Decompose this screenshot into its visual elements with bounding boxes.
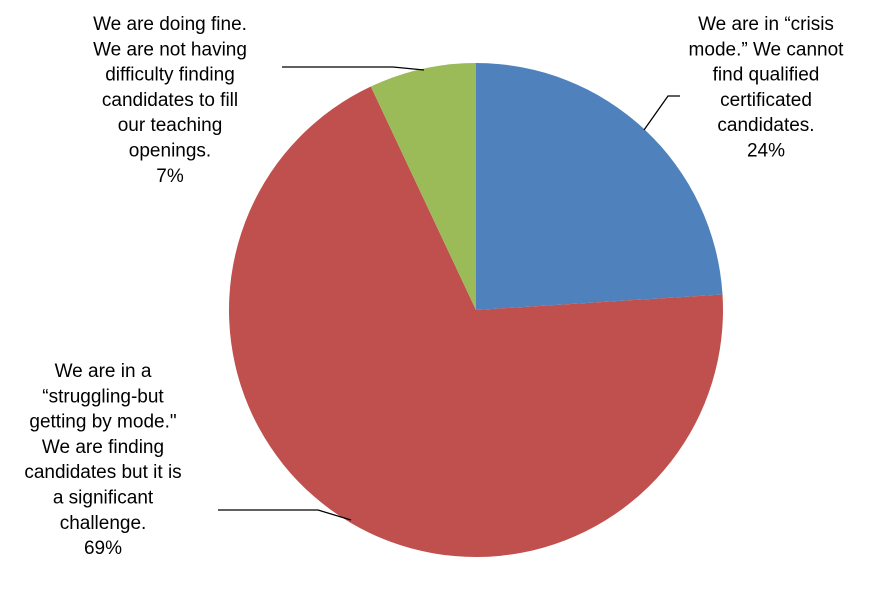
pie-slice-1 <box>476 63 723 310</box>
slice-label-line: mode.” We cannot <box>689 39 845 60</box>
slice-label-line: We are doing fine. <box>93 14 247 35</box>
pie-slices <box>228 63 723 558</box>
slice-label-text-3: We are doing fine. We are not having diffi… <box>93 14 247 187</box>
slice-label-line: We are not having <box>93 39 247 60</box>
slice-label-text-1: We are in “crisis mode.” We cannot find qu… <box>689 14 845 162</box>
leader-line-2 <box>218 509 352 521</box>
slice-label-2: We are in a “struggling-but getting by mod… <box>24 361 352 559</box>
slice-value-label: 69% <box>84 538 122 559</box>
slice-label-3: We are doing fine. We are not having diffi… <box>93 14 425 187</box>
slice-label-line: a significant <box>53 488 154 509</box>
slice-label-text-2: We are in a “struggling-but getting by mod… <box>24 361 181 559</box>
slice-label-line: candidates. <box>717 115 814 136</box>
slice-label-line: We are finding <box>42 437 164 458</box>
slice-label-line: find qualified <box>713 65 820 86</box>
slice-value-label: 7% <box>156 166 184 187</box>
leader-line-3 <box>282 66 425 71</box>
slice-label-line: candidates but it is <box>24 462 181 483</box>
slice-label-line: candidates to fill <box>102 90 238 111</box>
slice-label-1: We are in “crisis mode.” We cannot find qu… <box>643 14 845 162</box>
pie-slice-2 <box>228 86 723 558</box>
slice-label-line: getting by mode." <box>29 412 176 433</box>
slice-value-label: 24% <box>747 141 785 162</box>
leader-line-1 <box>643 95 680 131</box>
slice-label-line: “struggling-but <box>42 386 164 407</box>
slice-label-line: certificated <box>720 90 812 111</box>
slice-label-line: We are in “crisis <box>698 14 834 35</box>
slice-label-line: our teaching <box>118 115 223 136</box>
pie-slice-3 <box>370 63 476 310</box>
slice-label-line: openings. <box>129 141 211 162</box>
slice-label-line: We are in a <box>55 361 152 382</box>
slice-label-line: challenge. <box>60 513 147 534</box>
slice-label-line: difficulty finding <box>105 65 235 86</box>
